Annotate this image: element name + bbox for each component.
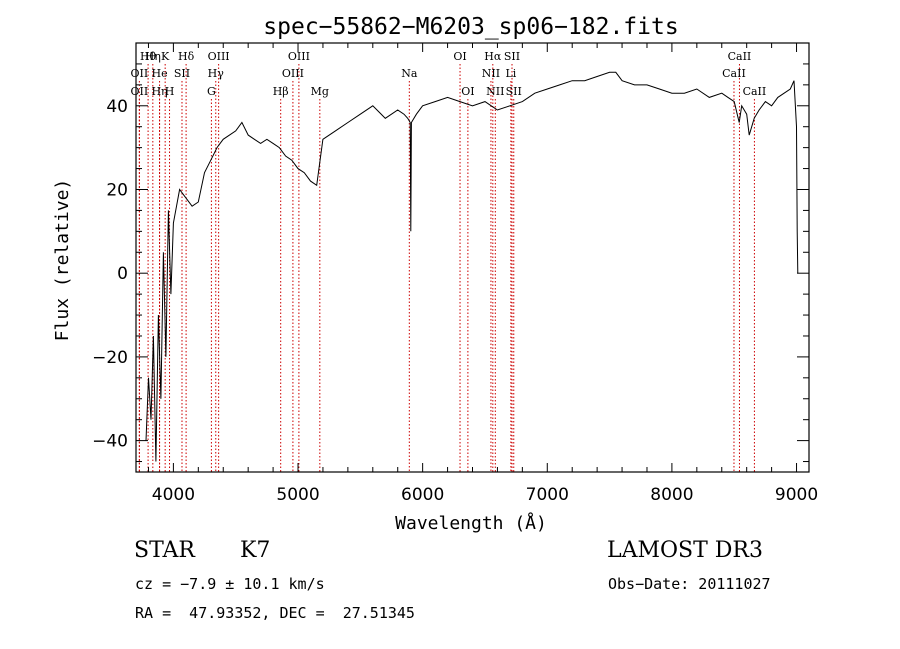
- marker-label: Hα: [484, 50, 502, 63]
- marker-label: CaII: [743, 85, 767, 98]
- marker-label: NII: [486, 85, 504, 98]
- coords-line: RA = 47.93352, DEC = 27.51345: [135, 604, 415, 622]
- axis-tick-labels: 4000 5000 6000 7000 8000 9000 −40 −20 0 20 40: [92, 97, 818, 505]
- marker-label: G: [207, 85, 216, 98]
- object-class: STAR: [134, 538, 195, 563]
- marker-label: Li: [505, 67, 516, 80]
- object-subclass: K7: [240, 538, 271, 563]
- marker-label: Na: [401, 67, 418, 80]
- marker-label: SII: [504, 50, 520, 63]
- axis-ticks: [136, 42, 809, 472]
- marker-label: Hη: [145, 50, 161, 63]
- x-tick-label: 6000: [401, 485, 444, 505]
- y-tick-label: 40: [106, 97, 128, 117]
- marker-label: SII: [174, 67, 190, 80]
- marker-label: NII: [482, 67, 500, 80]
- marker-label: CaII: [728, 50, 752, 63]
- marker-label: CaII: [722, 67, 746, 80]
- marker-label: Hδ: [178, 50, 195, 63]
- spectrum-series: [145, 71, 799, 462]
- marker-label: OIII: [288, 50, 310, 63]
- y-tick-label: −40: [92, 432, 128, 452]
- y-tick-label: −20: [92, 348, 128, 368]
- marker-label: OII: [131, 67, 149, 80]
- redshift-line: cz = −7.9 ± 10.1 km/s: [135, 575, 325, 593]
- x-tick-label: 4000: [152, 485, 195, 505]
- marker-label: OI: [453, 50, 466, 63]
- x-axis-label: Wavelength (Å): [395, 512, 547, 534]
- x-tick-label: 8000: [650, 485, 693, 505]
- marker-label: SII: [506, 85, 522, 98]
- spectrum-line: [145, 71, 799, 462]
- marker-label: He: [152, 67, 168, 80]
- marker-label: K: [161, 50, 170, 63]
- y-tick-label: 20: [106, 180, 128, 200]
- marker-label: Hβ: [273, 85, 289, 98]
- x-tick-label: 9000: [775, 485, 818, 505]
- marker-label: Hθ: [140, 50, 157, 63]
- obs-date-line: Obs−Date: 20111027: [608, 575, 771, 593]
- plot-frame: [135, 42, 810, 473]
- marker-label: Mg: [311, 85, 329, 98]
- marker-label: H: [165, 85, 175, 98]
- x-tick-label: 7000: [526, 485, 569, 505]
- marker-label: OIII: [282, 67, 304, 80]
- survey-name: LAMOST DR3: [607, 538, 763, 563]
- y-axis-label: Flux (relative): [52, 179, 73, 342]
- marker-label: Hη: [151, 85, 167, 98]
- marker-label: OIII: [208, 50, 230, 63]
- spectrum-chart: spec−55862−M6203_sp06−182.fits HθOIIOIIH…: [52, 14, 818, 534]
- y-tick-label: 0: [117, 264, 128, 284]
- x-tick-label: 5000: [276, 485, 319, 505]
- marker-label: OII: [131, 85, 149, 98]
- chart-title: spec−55862−M6203_sp06−182.fits: [263, 14, 678, 40]
- marker-label: Hγ: [208, 67, 225, 80]
- marker-label: OI: [461, 85, 474, 98]
